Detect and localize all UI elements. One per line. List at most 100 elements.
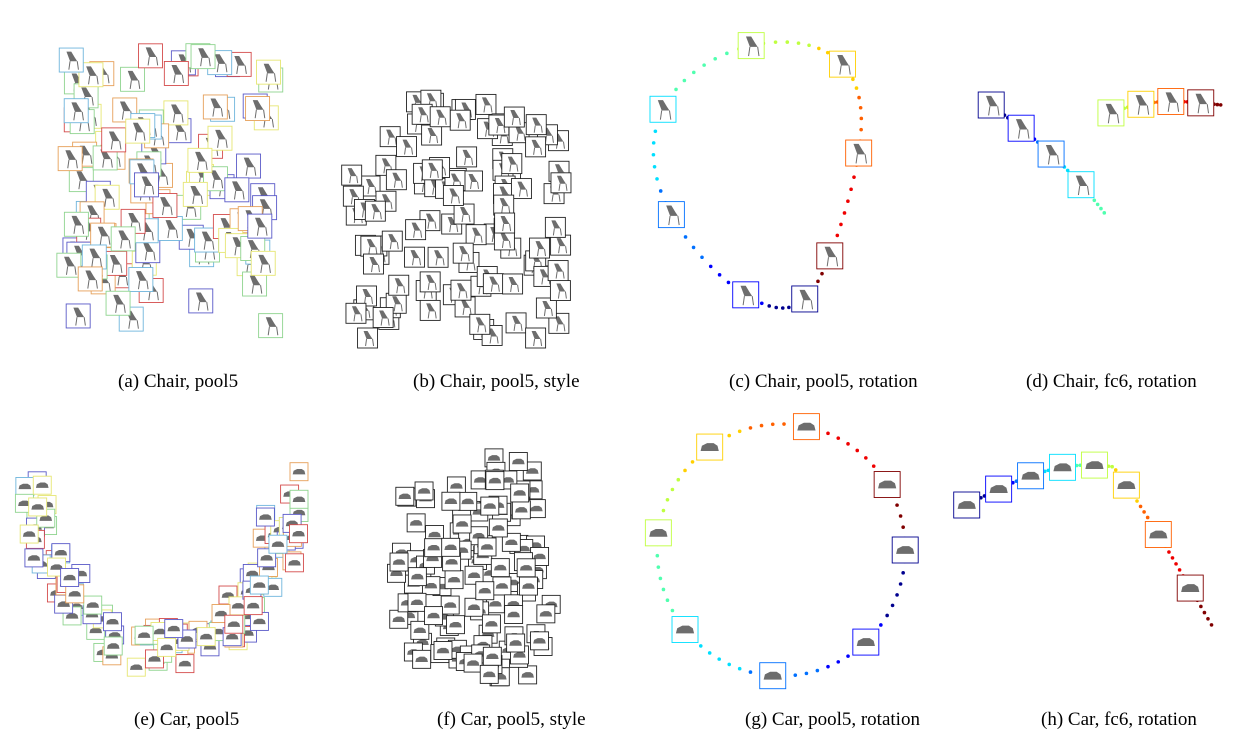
- thumbnail: [341, 164, 363, 186]
- thumbnail: [953, 491, 981, 519]
- embedding-point: [661, 508, 666, 513]
- embedding-point: [1206, 616, 1210, 621]
- thumbnail: [105, 290, 131, 316]
- embedding-point: [849, 187, 853, 192]
- caption-d: (d) Chair, fc6, rotation: [1026, 371, 1197, 392]
- thumbnail: [456, 146, 478, 168]
- thumbnail: [550, 172, 572, 194]
- thumbnail: [732, 281, 760, 309]
- thumbnail: [357, 327, 379, 349]
- thumbnail: [202, 94, 228, 120]
- thumbnail: [657, 201, 685, 229]
- thumbnail: [518, 576, 538, 596]
- embedding-point: [683, 468, 687, 473]
- embedding-point: [773, 40, 778, 44]
- panel-c-chair-pool5-rotation: [620, 0, 930, 350]
- thumbnail: [535, 297, 557, 319]
- embedding-point: [820, 271, 824, 276]
- embedding-point: [676, 477, 681, 482]
- thumbnail: [249, 611, 269, 631]
- thumbnail: [410, 620, 430, 640]
- thumbnail: [247, 213, 273, 239]
- thumbnail: [1176, 574, 1204, 602]
- thumbnail: [411, 103, 433, 125]
- thumbnail: [510, 178, 532, 200]
- thumbnail: [32, 475, 52, 495]
- thumbnail: [791, 285, 819, 313]
- embedding-point: [839, 222, 843, 227]
- thumbnail: [421, 159, 443, 181]
- thumbnail: [404, 246, 425, 268]
- thumbnail: [852, 628, 880, 656]
- thumbnail: [501, 153, 523, 175]
- thumbnail: [364, 200, 386, 222]
- thumbnail: [503, 106, 525, 128]
- thumbnail: [126, 657, 146, 677]
- thumbnail: [58, 47, 84, 73]
- caption-b: (b) Chair, pool5, style: [413, 371, 580, 392]
- thumbnail: [792, 413, 820, 441]
- embedding-point: [871, 464, 876, 468]
- thumbnail: [985, 475, 1013, 503]
- embedding-point: [780, 306, 785, 310]
- embedding-point: [825, 50, 830, 55]
- thumbnail: [481, 614, 501, 634]
- thumbnail: [255, 507, 275, 527]
- embedding-plot-g: [644, 413, 919, 690]
- thumbnail: [433, 641, 453, 660]
- embedding-point: [691, 70, 696, 75]
- thumbnail: [182, 181, 208, 207]
- thumbnail: [60, 568, 80, 587]
- thumbnail: [405, 219, 427, 241]
- embedding-point: [1102, 211, 1107, 215]
- embedding-plot-b: [341, 89, 572, 349]
- embedding-plot-h: [953, 451, 1214, 627]
- caption-h: (h) Car, fc6, rotation: [1041, 709, 1197, 730]
- embedding-point: [854, 86, 859, 90]
- embedding-point: [1110, 464, 1114, 469]
- thumbnail: [1037, 140, 1065, 168]
- embedding-point: [748, 670, 753, 674]
- embedding-plot-d: [977, 88, 1223, 215]
- embedding-point: [725, 51, 729, 56]
- embedding-point: [804, 671, 809, 676]
- embedding-point: [858, 105, 863, 110]
- thumbnail: [268, 534, 288, 554]
- embedding-point: [859, 116, 864, 121]
- embedding-point: [846, 654, 850, 658]
- embedding-point: [901, 571, 905, 575]
- embedding-point: [1145, 515, 1150, 520]
- embedding-point: [816, 279, 820, 284]
- embedding-point: [826, 664, 830, 669]
- embedding-point: [1135, 499, 1139, 503]
- embedding-point: [807, 43, 811, 48]
- thumbnail: [493, 229, 515, 251]
- embedding-point: [1209, 623, 1214, 627]
- thumbnail: [1112, 471, 1140, 499]
- thumbnail: [465, 224, 487, 246]
- embedding-point: [852, 175, 856, 179]
- embedding-point: [885, 613, 889, 618]
- embedding-point: [737, 429, 742, 434]
- thumbnail: [157, 216, 183, 241]
- thumbnail: [644, 519, 672, 547]
- thumbnail: [224, 177, 250, 203]
- thumbnail: [134, 625, 154, 645]
- embedding-point: [708, 264, 713, 269]
- thumbnail: [525, 327, 547, 349]
- thumbnail: [502, 273, 524, 295]
- thumbnail: [190, 44, 216, 70]
- thumbnail: [90, 222, 116, 248]
- embedding-point: [1113, 468, 1118, 472]
- embedding-point: [1092, 198, 1097, 203]
- embedding-point: [727, 433, 732, 438]
- thumbnail: [389, 552, 409, 572]
- embedding-point: [700, 255, 704, 260]
- embedding-point: [895, 593, 899, 597]
- thumbnail: [163, 100, 189, 126]
- embedding-point: [898, 582, 903, 586]
- panel-g-car-pool5-rotation: [620, 400, 930, 700]
- thumbnail: [829, 50, 856, 78]
- thumbnail: [547, 260, 569, 282]
- thumbnail: [406, 513, 426, 533]
